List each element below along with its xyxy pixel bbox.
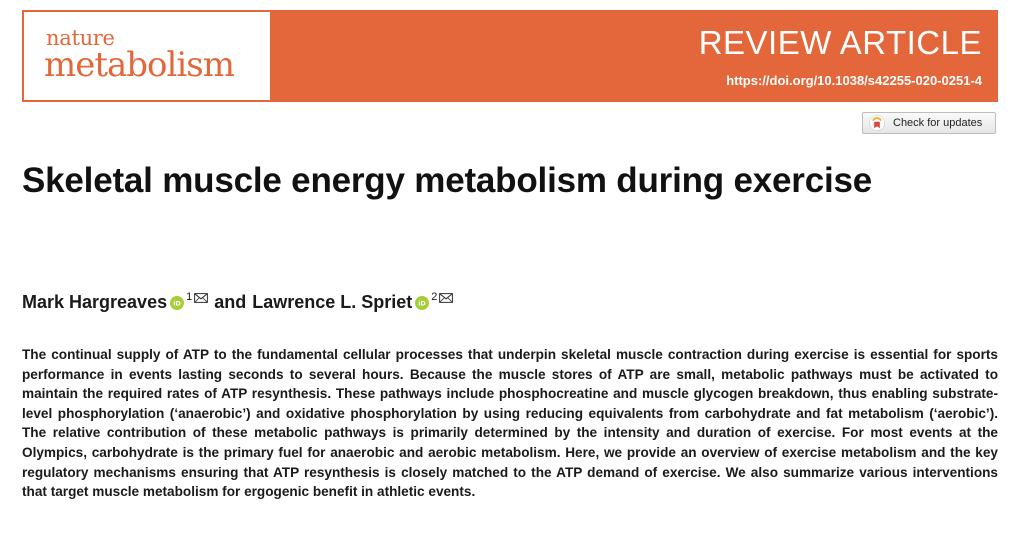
article-abstract: The continual supply of ATP to the funda… [22,347,998,500]
check-for-updates-label: Check for updates [893,117,983,129]
author-list: Mark Hargreaves iD 1 and Lawrence L. Spr… [22,290,454,313]
journal-name-bottom: metabolism [44,45,235,85]
journal-logo[interactable]: nature metabolism [24,12,270,100]
orcid-icon[interactable]: iD [415,295,430,310]
svg-text:iD: iD [173,299,181,307]
affiliation-number: 2 [431,290,438,303]
check-for-updates-button[interactable]: Check for updates [862,112,996,134]
author-separator: and [214,292,247,312]
article-type: REVIEW ARTICLE [698,24,982,61]
svg-text:iD: iD [418,299,426,307]
article-title: Skeletal muscle energy metabolism during… [22,161,873,200]
journal-name-top: nature [46,26,115,50]
author-name[interactable]: Lawrence L. Spriet [252,292,413,312]
affiliation-number: 1 [186,290,193,303]
envelope-icon[interactable] [439,292,454,303]
journal-banner: nature metabolism REVIEW ARTICLE https:/… [22,10,998,102]
author-name[interactable]: Mark Hargreaves [22,292,168,312]
crossmark-icon [869,115,885,131]
envelope-icon[interactable] [194,292,209,303]
orcid-icon[interactable]: iD [170,295,185,310]
doi-link[interactable]: https://doi.org/10.1038/s42255-020-0251-… [726,73,982,88]
